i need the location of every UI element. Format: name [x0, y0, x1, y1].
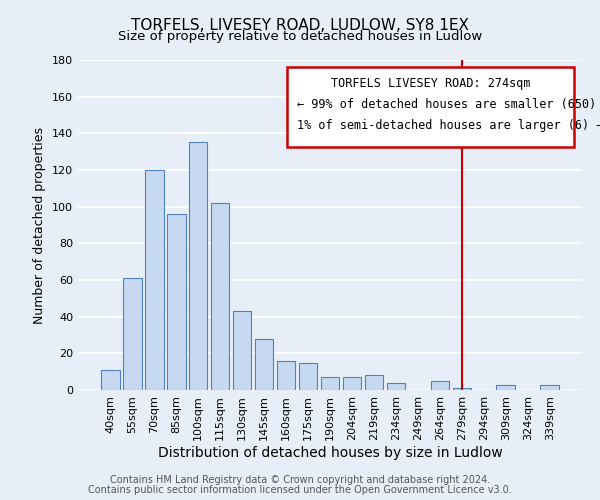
- Bar: [145, 170, 164, 390]
- Bar: [386, 382, 405, 390]
- Bar: [255, 338, 274, 390]
- FancyBboxPatch shape: [287, 66, 574, 148]
- Text: Size of property relative to detached houses in Ludlow: Size of property relative to detached ho…: [118, 30, 482, 43]
- Text: 1% of semi-detached houses are larger (6) →: 1% of semi-detached houses are larger (6…: [297, 120, 600, 132]
- Text: Contains public sector information licensed under the Open Government Licence v3: Contains public sector information licen…: [88, 485, 512, 495]
- Y-axis label: Number of detached properties: Number of detached properties: [34, 126, 46, 324]
- Bar: [496, 384, 515, 390]
- Bar: [101, 370, 119, 390]
- Text: TORFELS, LIVESEY ROAD, LUDLOW, SY8 1EX: TORFELS, LIVESEY ROAD, LUDLOW, SY8 1EX: [131, 18, 469, 32]
- Bar: [189, 142, 208, 390]
- Bar: [233, 311, 251, 390]
- Bar: [452, 388, 471, 390]
- Text: Contains HM Land Registry data © Crown copyright and database right 2024.: Contains HM Land Registry data © Crown c…: [110, 475, 490, 485]
- Bar: [343, 377, 361, 390]
- Bar: [320, 377, 340, 390]
- Text: TORFELS LIVESEY ROAD: 274sqm: TORFELS LIVESEY ROAD: 274sqm: [331, 76, 530, 90]
- Bar: [277, 360, 295, 390]
- Bar: [299, 362, 317, 390]
- Bar: [211, 203, 229, 390]
- Bar: [123, 278, 142, 390]
- X-axis label: Distribution of detached houses by size in Ludlow: Distribution of detached houses by size …: [158, 446, 502, 460]
- Bar: [167, 214, 185, 390]
- Bar: [365, 376, 383, 390]
- Bar: [431, 381, 449, 390]
- Text: ← 99% of detached houses are smaller (650): ← 99% of detached houses are smaller (65…: [297, 98, 596, 111]
- Bar: [541, 384, 559, 390]
